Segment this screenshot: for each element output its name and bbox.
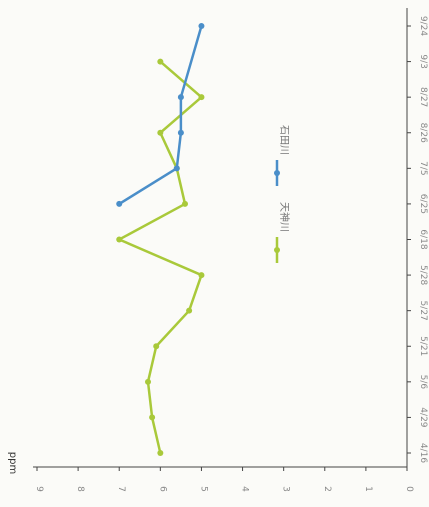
data-point <box>157 450 164 456</box>
data-point <box>149 414 156 421</box>
legend-swatch-marker <box>274 170 280 176</box>
category-tick-label: 6/18 <box>418 229 428 249</box>
value-tick-label: 8 <box>75 486 85 492</box>
legend-item: 天神川 <box>274 202 291 263</box>
value-tick-label: 6 <box>157 486 167 492</box>
data-point <box>173 165 180 172</box>
legend-label: 天神川 <box>278 202 291 232</box>
series-1 <box>116 58 205 456</box>
data-point <box>153 343 160 350</box>
value-tick-label: 3 <box>281 486 291 492</box>
data-point <box>177 94 184 101</box>
data-point <box>198 23 205 29</box>
category-tick-label: 6/25 <box>418 194 428 214</box>
data-point <box>157 58 164 65</box>
category-tick-label: 7/5 <box>418 161 428 175</box>
series-layer <box>116 23 205 456</box>
category-tick-label: 5/27 <box>418 301 428 321</box>
legend-item: 石田川 <box>274 125 289 186</box>
category-tick-label: 5/21 <box>418 336 428 356</box>
legend-label: 石田川 <box>278 125 289 155</box>
series-line <box>117 60 203 454</box>
data-point <box>116 200 123 207</box>
category-ticks: 4/16 4/29 5/6 5/21 5/27 5/28 6/18 6/25 7/5 8/26 8/… <box>407 16 428 463</box>
category-tick-label: 8/26 <box>418 123 428 143</box>
value-ticks: 0 1 2 3 4 5 6 7 8 9 <box>34 467 414 492</box>
category-tick-label: 4/29 <box>418 407 428 427</box>
category-tick-label: 8/27 <box>418 87 428 107</box>
value-tick-label: 2 <box>322 486 332 492</box>
category-tick-label: 5/6 <box>418 375 428 390</box>
series-line <box>118 25 203 205</box>
data-point <box>198 94 205 101</box>
value-tick-label: 1 <box>363 486 373 492</box>
data-point <box>157 129 164 136</box>
series-2 <box>116 23 205 207</box>
category-tick-label: 9/24 <box>418 16 428 36</box>
category-tick-label: 9/3 <box>418 54 428 68</box>
value-tick-label: 9 <box>34 486 44 492</box>
value-tick-label: 4 <box>240 486 250 492</box>
category-tick-label: 4/16 <box>418 443 428 463</box>
legend-swatch-marker <box>274 247 280 253</box>
value-tick-label: 5 <box>198 486 208 492</box>
data-point <box>177 129 184 136</box>
chart-axes <box>33 8 408 468</box>
value-tick-label: 0 <box>404 486 414 492</box>
data-point <box>145 378 151 385</box>
data-point <box>182 200 188 207</box>
category-tick-label: 5/28 <box>418 265 428 285</box>
value-tick-label: 7 <box>116 486 126 492</box>
data-point <box>198 272 205 279</box>
data-point <box>186 307 193 314</box>
data-point <box>116 236 123 243</box>
value-axis-label: ppm <box>7 452 18 474</box>
